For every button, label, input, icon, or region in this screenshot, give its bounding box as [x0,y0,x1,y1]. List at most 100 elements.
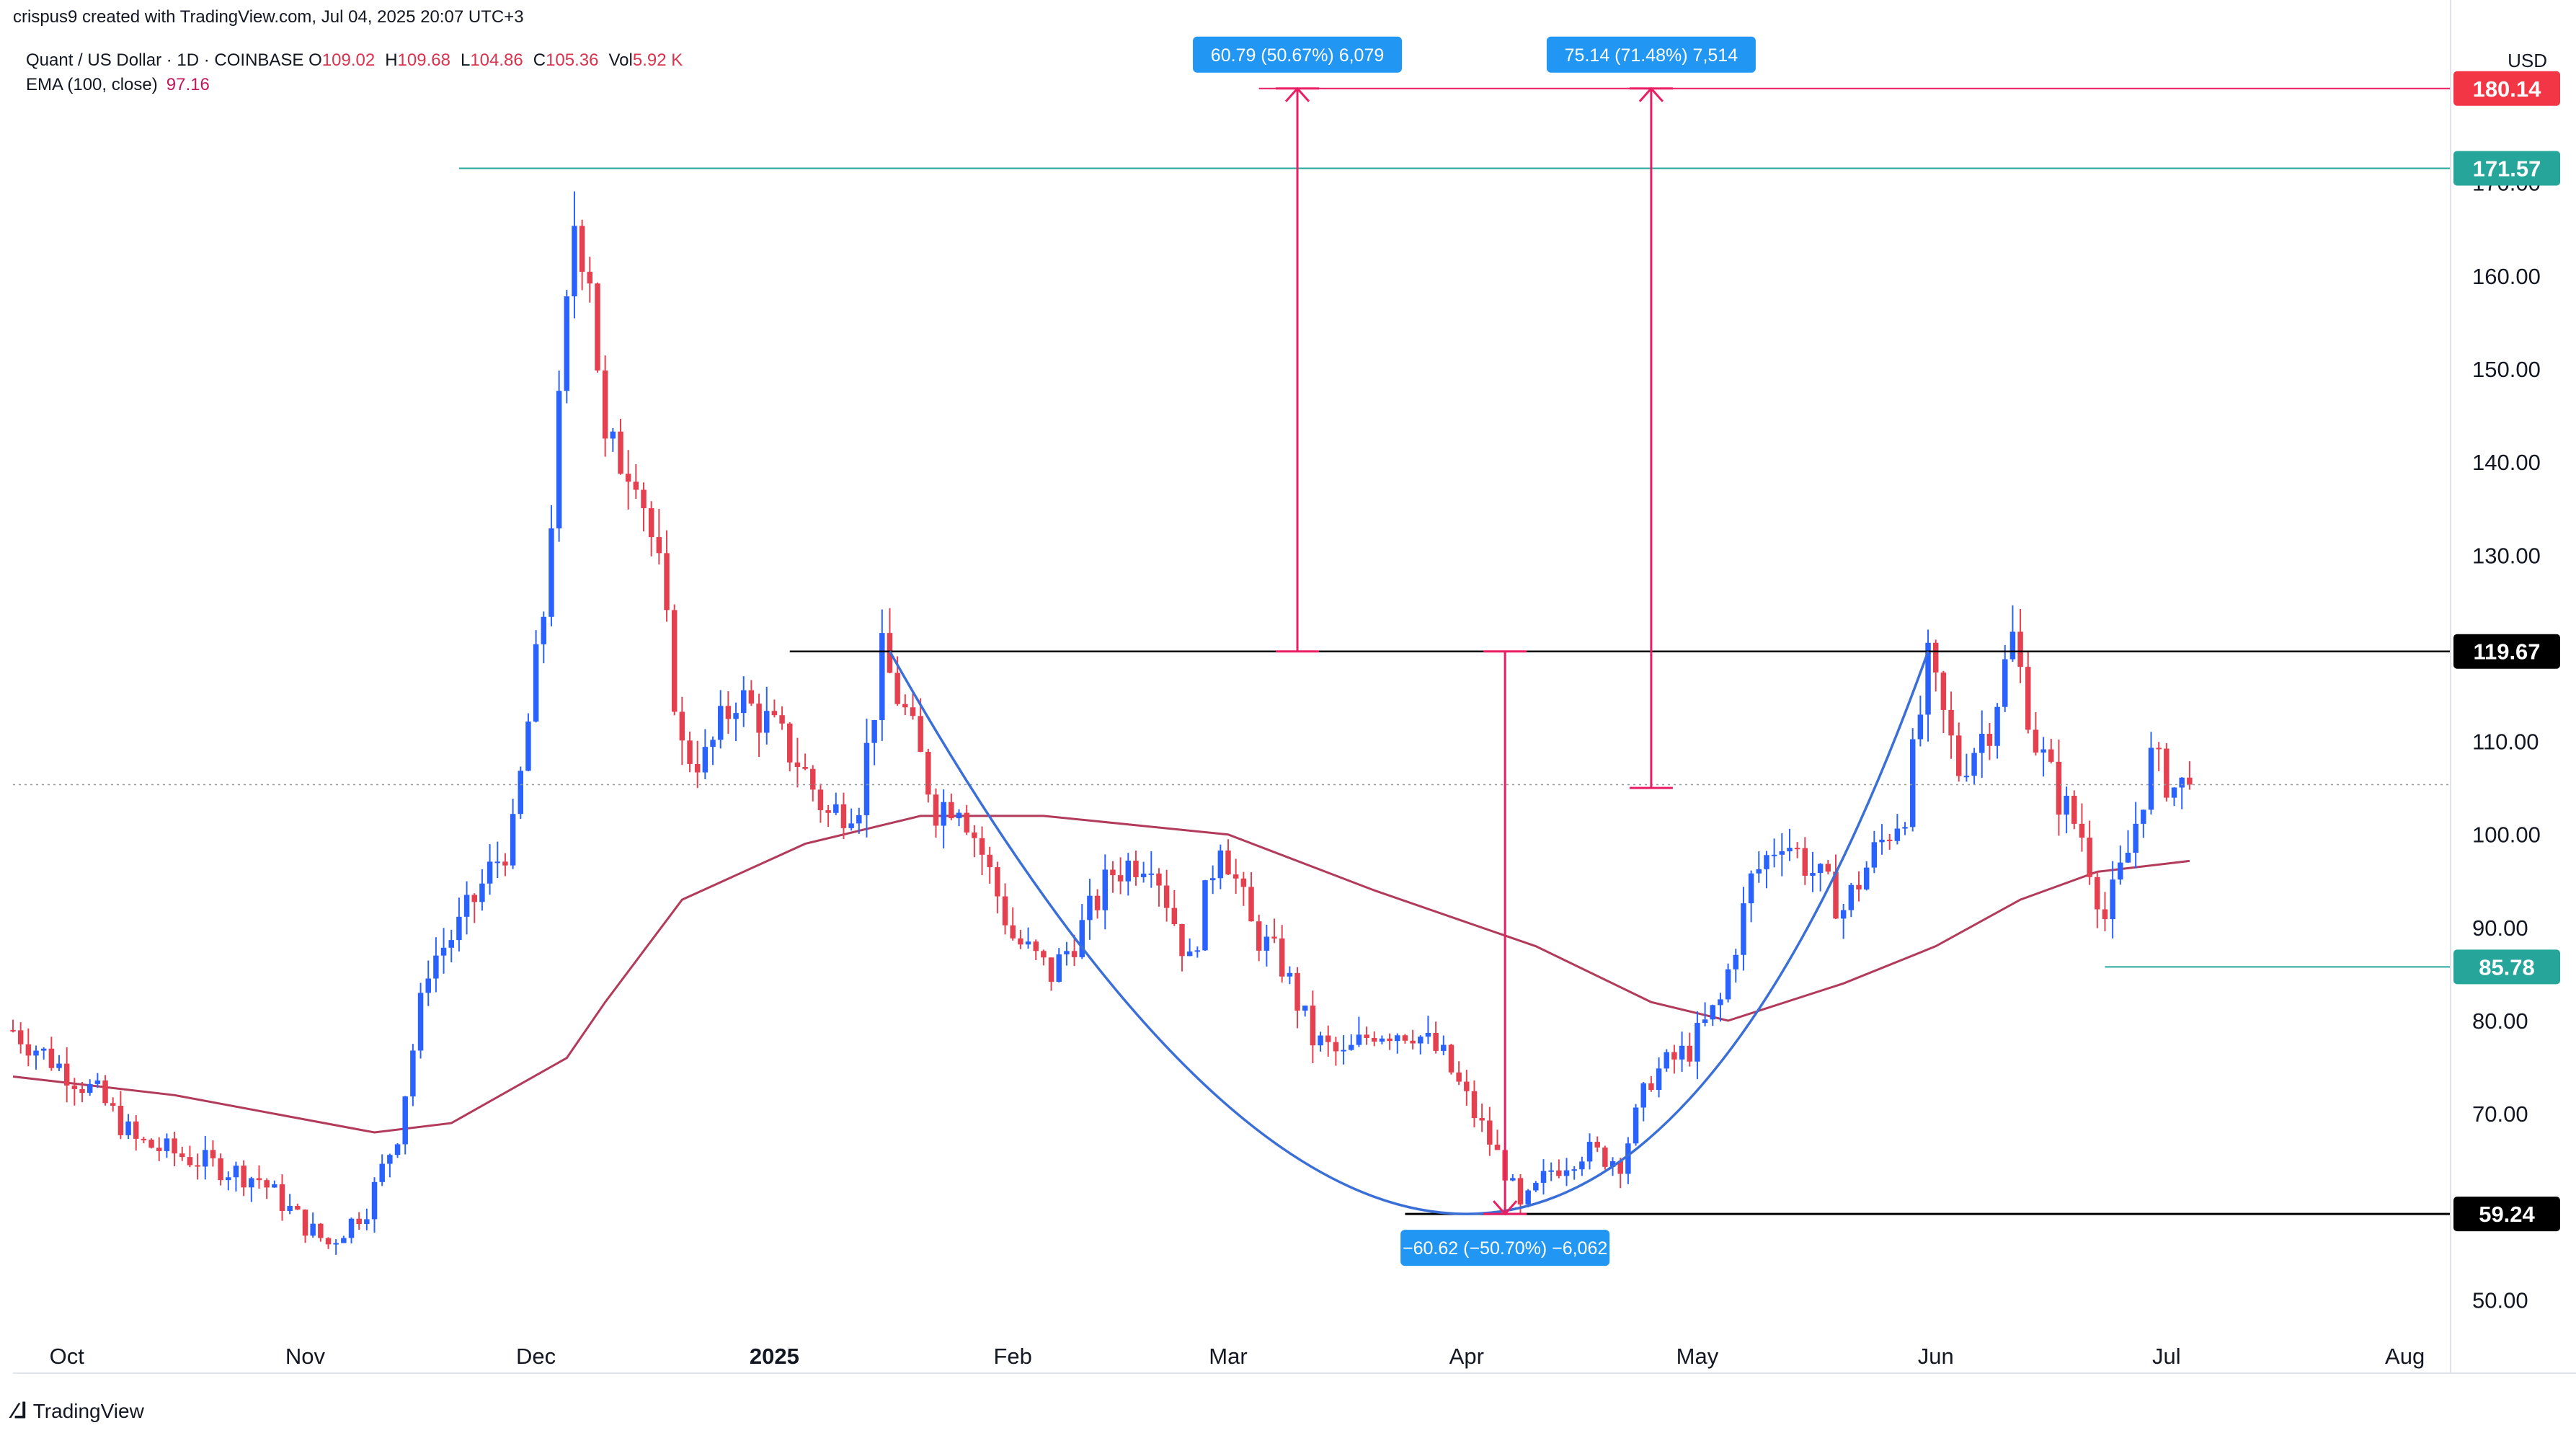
candle [1379,1038,1385,1042]
candle [1710,1005,1716,1020]
ohlc-key: C [533,50,546,70]
brand-name: TradingView [32,1399,144,1422]
candle [494,861,501,864]
y-tick-label: 90.00 [2472,915,2528,941]
candle [1056,954,1062,982]
y-tick-label: 70.00 [2472,1101,2528,1127]
x-tick-label: Apr [1449,1344,1484,1369]
candle [1825,864,1831,872]
candle [1833,871,1839,919]
candle [2171,787,2177,798]
candle [810,768,816,790]
candle [1033,941,1039,951]
candle [417,993,424,1051]
candle [2164,748,2169,798]
x-tick-label: 2025 [750,1344,799,1369]
candle [94,1080,101,1084]
candle [1948,709,1954,736]
candle [717,706,724,740]
candle [302,1210,308,1236]
candle [2064,795,2069,815]
price-tag-label: 119.67 [2473,639,2540,665]
candle [1448,1044,1454,1073]
candle [256,1178,262,1181]
candle [1671,1052,1677,1060]
candle [1702,1019,1708,1024]
candle [456,916,462,941]
candle [579,226,585,272]
candle [1533,1182,1539,1191]
candle [1909,739,1916,828]
candle [618,431,623,474]
credit-line: crispus9 created with TradingView.com, J… [13,7,524,27]
price-tag [2453,71,2560,106]
candle [1787,848,1793,852]
x-tick-label: Jun [1918,1344,1954,1369]
tradingview-logo-icon: ⁄⅃ [13,1399,27,1423]
candle [610,431,616,439]
x-tick-label: Feb [994,1344,1032,1369]
ohlc-value: 104.86 [470,50,523,70]
candle [510,814,516,866]
candle [1687,1045,1692,1062]
candle [2071,795,2077,824]
candle [1102,869,1109,910]
candle [972,832,977,838]
candle [1579,1161,1585,1170]
candle [602,370,608,439]
currency-label[interactable]: USD [2508,50,2547,71]
candle [1333,1042,1339,1052]
candle [1456,1072,1462,1082]
candle [1725,969,1731,1000]
candle [1010,925,1016,939]
candle [2079,823,2085,838]
candle [1364,1034,1369,1038]
candle [949,802,954,819]
candle [1464,1081,1470,1091]
candle [1617,1161,1623,1174]
candle [879,633,885,720]
candle [487,861,493,884]
candle [702,747,709,773]
tradingview-logo[interactable]: ⁄⅃ TradingView [13,1398,144,1424]
candle [387,1155,393,1164]
ohlc-value: 5.92 K [632,50,683,70]
candle [1041,951,1047,958]
candle [564,296,570,391]
x-tick-label: Mar [1209,1344,1247,1369]
candle [1002,896,1008,926]
y-tick-label: 150.00 [2472,357,2541,382]
measure-label-box [1400,1230,1610,1266]
symbol-legend[interactable]: Quant / US Dollar · 1D · COINBASE O109.0… [26,50,693,71]
candle [1256,921,1262,951]
ohlc-value: 105.36 [546,50,599,70]
candle [2110,879,2115,920]
candle [433,955,439,979]
candle [1194,950,1201,952]
candle [1356,1034,1362,1045]
candle [1810,873,1816,876]
candle [1679,1045,1685,1060]
candle [156,1148,162,1151]
candle [625,474,631,482]
price-tag [2453,634,2560,669]
candle [1302,1006,1308,1011]
candle [1625,1143,1631,1174]
candle [1125,860,1132,882]
ema-legend[interactable]: EMA (100, close) 97.16 [26,75,210,95]
candle [479,883,485,902]
candle [2133,823,2138,853]
candle [440,947,447,956]
candle [1863,867,1870,889]
candle [1633,1107,1639,1144]
candle [1117,875,1124,882]
candle [86,1083,93,1093]
candle [195,1165,200,1167]
candle [679,711,685,741]
candle [1817,864,1824,874]
candle [295,1206,301,1210]
candle [1609,1161,1616,1167]
candle [1133,860,1139,877]
y-tick-label: 160.00 [2472,264,2541,289]
